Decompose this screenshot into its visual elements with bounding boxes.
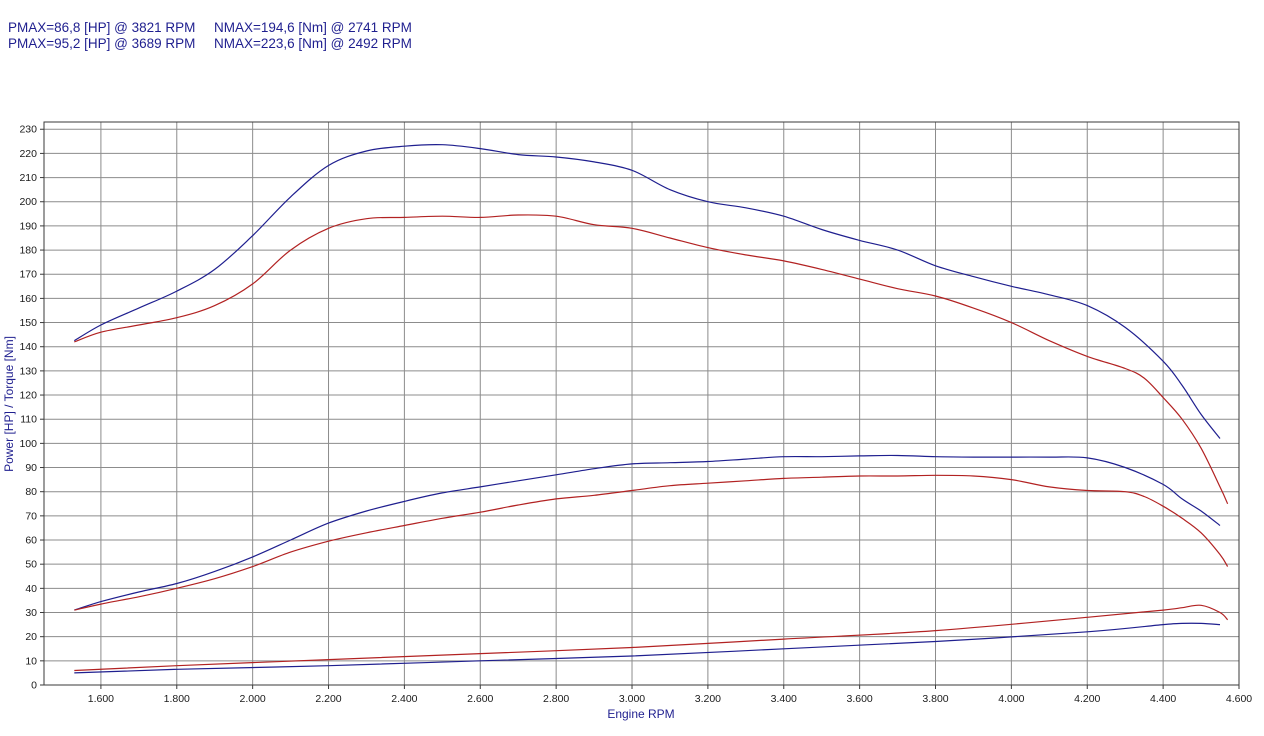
series-lines: [73, 144, 1229, 674]
nmax-label-2: NMAX=223,6 [Nm] @ 2492 RPM: [214, 36, 412, 51]
y-tick-label: 40: [25, 583, 37, 595]
series-line-5: [74, 604, 1229, 672]
x-tick-label: 2.200: [315, 693, 341, 705]
y-tick-label: 60: [25, 535, 37, 547]
pmax-label-2: PMAX=95,2 [HP] @ 3689 RPM: [8, 36, 196, 51]
x-axis-ticks: 1.600 1.800 2.000 2.200 2.400 2.600 2.800 3.000…: [88, 685, 1252, 705]
x-tick-label: 2.400: [391, 693, 417, 705]
grid: [44, 122, 1240, 685]
x-tick-label: 2.800: [543, 693, 569, 705]
y-tick-label: 170: [19, 269, 37, 281]
y-tick-label: 160: [19, 293, 37, 305]
x-tick-label: 3.000: [619, 693, 645, 705]
x-tick-label: 4.400: [1150, 693, 1176, 705]
y-tick-label: 210: [19, 172, 37, 184]
x-tick-label: 4.600: [1226, 693, 1252, 705]
y-tick-label: 20: [25, 631, 37, 643]
x-tick-label: 3.800: [922, 693, 948, 705]
y-tick-label: 120: [19, 390, 37, 402]
x-axis-title: Engine RPM: [607, 707, 674, 721]
series-line-3: [74, 454, 1221, 611]
y-tick-label: 220: [19, 148, 37, 160]
y-tick-label: 130: [19, 365, 37, 377]
y-tick-label: 50: [25, 559, 37, 571]
y-tick-label: 0: [31, 680, 37, 692]
x-tick-label: 4.000: [998, 693, 1024, 705]
series-line-2: [74, 214, 1229, 505]
y-tick-label: 10: [25, 655, 37, 667]
y-tick-label: 30: [25, 607, 37, 619]
y-tick-label: 80: [25, 486, 37, 498]
y-tick-label: 190: [19, 220, 37, 232]
y-tick-label: 70: [25, 510, 37, 522]
series-line-6: [74, 622, 1221, 674]
y-axis-title: Power [HP] / Torque [Nm]: [2, 336, 16, 472]
y-axis-ticks: 0 10 20 30 40 50 60 70 80 90 100 110 120 130 140 150 160…: [19, 124, 44, 692]
x-tick-label: 3.600: [846, 693, 872, 705]
y-tick-label: 200: [19, 196, 37, 208]
y-tick-label: 110: [20, 414, 37, 426]
y-tick-label: 230: [19, 124, 37, 136]
header-row-1: PMAX=86,8 [HP] @ 3821 RPM NMAX=194,6 [Nm…: [8, 20, 412, 36]
y-tick-label: 180: [19, 245, 37, 257]
nmax-label-1: NMAX=194,6 [Nm] @ 2741 RPM: [214, 20, 412, 35]
pmax-label-1: PMAX=86,8 [HP] @ 3821 RPM: [8, 20, 196, 35]
x-tick-label: 2.000: [240, 693, 266, 705]
x-tick-label: 3.200: [695, 693, 721, 705]
y-tick-label: 140: [19, 341, 37, 353]
series-line-1: [73, 144, 1221, 439]
x-tick-label: 1.600: [88, 693, 114, 705]
max-values-header: PMAX=86,8 [HP] @ 3821 RPM NMAX=194,6 [Nm…: [8, 20, 412, 52]
x-tick-label: 3.400: [771, 693, 797, 705]
y-tick-label: 90: [25, 462, 37, 474]
plot-area-frame: [43, 121, 1240, 686]
header-row-2: PMAX=95,2 [HP] @ 3689 RPM NMAX=223,6 [Nm…: [8, 36, 412, 52]
y-tick-label: 150: [19, 317, 37, 329]
x-tick-label: 1.800: [164, 693, 190, 705]
x-tick-label: 4.200: [1074, 693, 1100, 705]
series-line-4: [74, 474, 1229, 611]
y-tick-label: 100: [19, 438, 37, 450]
x-tick-label: 2.600: [467, 693, 493, 705]
